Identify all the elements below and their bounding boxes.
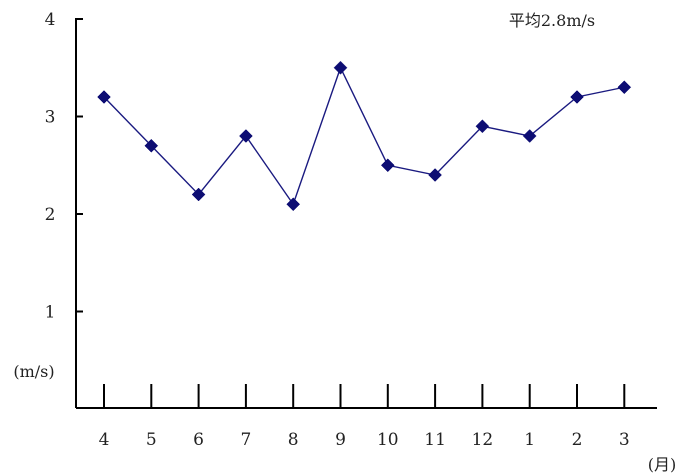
data-point-marker (522, 129, 537, 143)
x-tick-label: 9 (335, 430, 346, 450)
data-point-marker (380, 158, 395, 173)
data-point-marker (286, 197, 301, 212)
y-tick-label: 4 (45, 10, 56, 30)
data-point-marker (617, 80, 632, 95)
y-tick-labels: 1 2 3 4 (45, 10, 56, 323)
x-tick-label: 3 (619, 430, 630, 450)
x-tick-labels: 4 5 6 7 8 9 10 11 12 1 2 3 (99, 430, 630, 450)
data-point-marker (333, 60, 348, 75)
x-tick-label: 8 (288, 430, 299, 450)
x-tick-label: 7 (240, 430, 251, 450)
x-tick-label: 10 (377, 430, 399, 450)
average-annotation: 平均2.8m/s (509, 11, 595, 30)
data-point-marker (191, 187, 206, 202)
data-point-marker (97, 90, 111, 104)
y-tick-label: 2 (45, 205, 56, 225)
x-axis-unit-label: (月) (648, 455, 677, 474)
x-tick-label: 1 (524, 430, 535, 450)
series-line (103, 65, 625, 206)
data-point-marker (570, 90, 584, 104)
y-tick-label: 1 (45, 303, 56, 323)
x-tick-label: 12 (472, 430, 494, 450)
x-tick-label: 6 (193, 430, 204, 450)
series-wind-speed (97, 60, 632, 212)
data-point-marker (428, 168, 442, 182)
data-point-marker (239, 129, 253, 143)
x-tick-label: 11 (424, 430, 446, 450)
axes (75, 18, 657, 409)
data-point-marker (475, 119, 490, 134)
y-tick-label: 3 (45, 108, 56, 128)
data-point-marker (144, 138, 159, 153)
y-axis-unit-label: (m/s) (13, 362, 54, 381)
x-tick-label: 5 (146, 430, 157, 450)
x-tick-label: 2 (572, 430, 583, 450)
x-tick-label: 4 (99, 430, 110, 450)
